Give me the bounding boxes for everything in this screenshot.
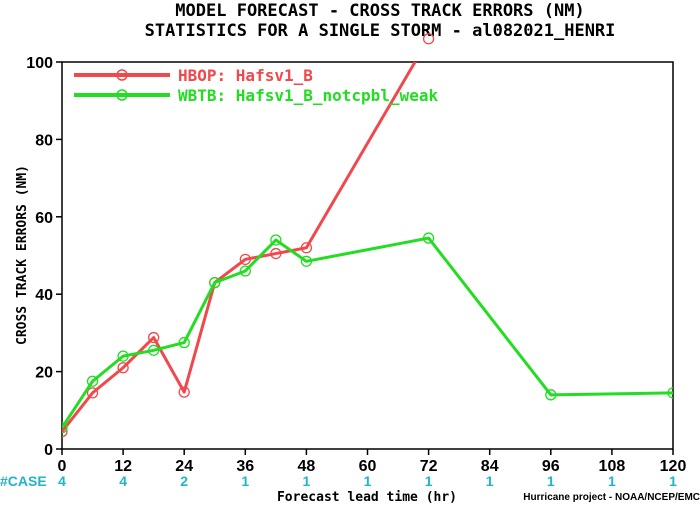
series-point-0 bbox=[239, 253, 251, 266]
case-count-label: #CASE bbox=[0, 473, 47, 489]
y-axis-ticks: 0 20 40 60 80 100 bbox=[26, 55, 62, 459]
series-point-0 bbox=[178, 386, 190, 398]
y-tick-label: 100 bbox=[26, 55, 53, 72]
case-count: 2 bbox=[180, 473, 188, 489]
x-tick-label: 84 bbox=[481, 458, 499, 475]
series-point-1 bbox=[422, 232, 435, 244]
x-tick-label: 108 bbox=[599, 458, 626, 475]
y-tick-label: 80 bbox=[35, 132, 53, 149]
series-outliers bbox=[422, 33, 435, 45]
plot-frame bbox=[61, 61, 674, 450]
y-tick-label: 60 bbox=[35, 210, 53, 227]
case-count: 1 bbox=[241, 473, 249, 489]
chart-subtitle: STATISTICS FOR A SINGLE STORM - al082021… bbox=[145, 21, 616, 41]
x-tick-label: 0 bbox=[58, 458, 67, 475]
chart-title: MODEL FORECAST - CROSS TRACK ERRORS (NM) bbox=[175, 1, 584, 21]
series-point-1 bbox=[147, 344, 160, 356]
series-point-1 bbox=[209, 276, 221, 289]
y-tick-label: 40 bbox=[35, 287, 53, 304]
series-point-0 bbox=[62, 425, 68, 438]
case-count: 1 bbox=[486, 473, 494, 489]
case-count: 4 bbox=[119, 473, 127, 489]
x-tick-label: 24 bbox=[175, 458, 193, 475]
case-count: 1 bbox=[364, 473, 372, 489]
series-point-1 bbox=[270, 234, 282, 246]
case-count: 1 bbox=[669, 473, 677, 489]
series-point-1 bbox=[300, 255, 313, 267]
legend-marker-hbop bbox=[116, 69, 128, 81]
case-counts: 4 4 2 1 1 1 1 1 1 1 1 bbox=[58, 473, 677, 489]
case-count: 1 bbox=[547, 473, 555, 489]
x-tick-label: 96 bbox=[542, 458, 560, 475]
y-tick-label: 0 bbox=[44, 442, 53, 459]
x-axis-ticks: 0 12 24 36 48 60 72 84 96 108 120 bbox=[58, 449, 687, 475]
series-point-1 bbox=[178, 336, 190, 349]
series-point-1 bbox=[62, 422, 68, 434]
series-point-0 bbox=[147, 331, 160, 344]
x-tick-label: 36 bbox=[236, 458, 254, 475]
legend-label-wbtb: WBTB: Hafsv1_B_notcpbl_weak bbox=[178, 86, 438, 105]
series-group bbox=[62, 62, 673, 438]
series-point-1 bbox=[545, 389, 557, 401]
series-point-1 bbox=[239, 265, 251, 277]
series-point-0 bbox=[270, 247, 282, 260]
series-point-0 bbox=[117, 362, 129, 374]
case-count: 1 bbox=[303, 473, 311, 489]
series-point-0 bbox=[300, 242, 313, 254]
credit-footnote: Hurricane project - NOAA/NCEP/EMC bbox=[523, 492, 700, 503]
series-point-0 bbox=[86, 387, 99, 399]
series-point-1 bbox=[117, 350, 129, 362]
x-tick-label: 48 bbox=[298, 458, 316, 475]
x-tick-label: 120 bbox=[660, 458, 687, 475]
x-tick-label: 72 bbox=[420, 458, 438, 475]
legend-label-hbop: HBOP: Hafsv1_B bbox=[178, 66, 313, 85]
series-point-1 bbox=[667, 387, 673, 399]
series-point-1 bbox=[86, 375, 99, 387]
legend-marker-wbtb bbox=[116, 89, 128, 101]
x-tick-label: 12 bbox=[114, 458, 132, 475]
case-count: 4 bbox=[58, 473, 66, 489]
case-count: 1 bbox=[425, 473, 433, 489]
series-point-0 bbox=[422, 33, 435, 45]
case-count: 1 bbox=[608, 473, 616, 489]
y-axis-label: CROSS TRACK ERRORS (NM) bbox=[15, 165, 30, 345]
x-axis-label: Forecast lead time (hr) bbox=[277, 490, 457, 505]
x-tick-label: 60 bbox=[359, 458, 377, 475]
series-line-1 bbox=[62, 236, 673, 429]
y-tick-label: 20 bbox=[35, 365, 53, 382]
legend: HBOP: Hafsv1_B WBTB: Hafsv1_B_notcpbl_we… bbox=[74, 66, 438, 105]
